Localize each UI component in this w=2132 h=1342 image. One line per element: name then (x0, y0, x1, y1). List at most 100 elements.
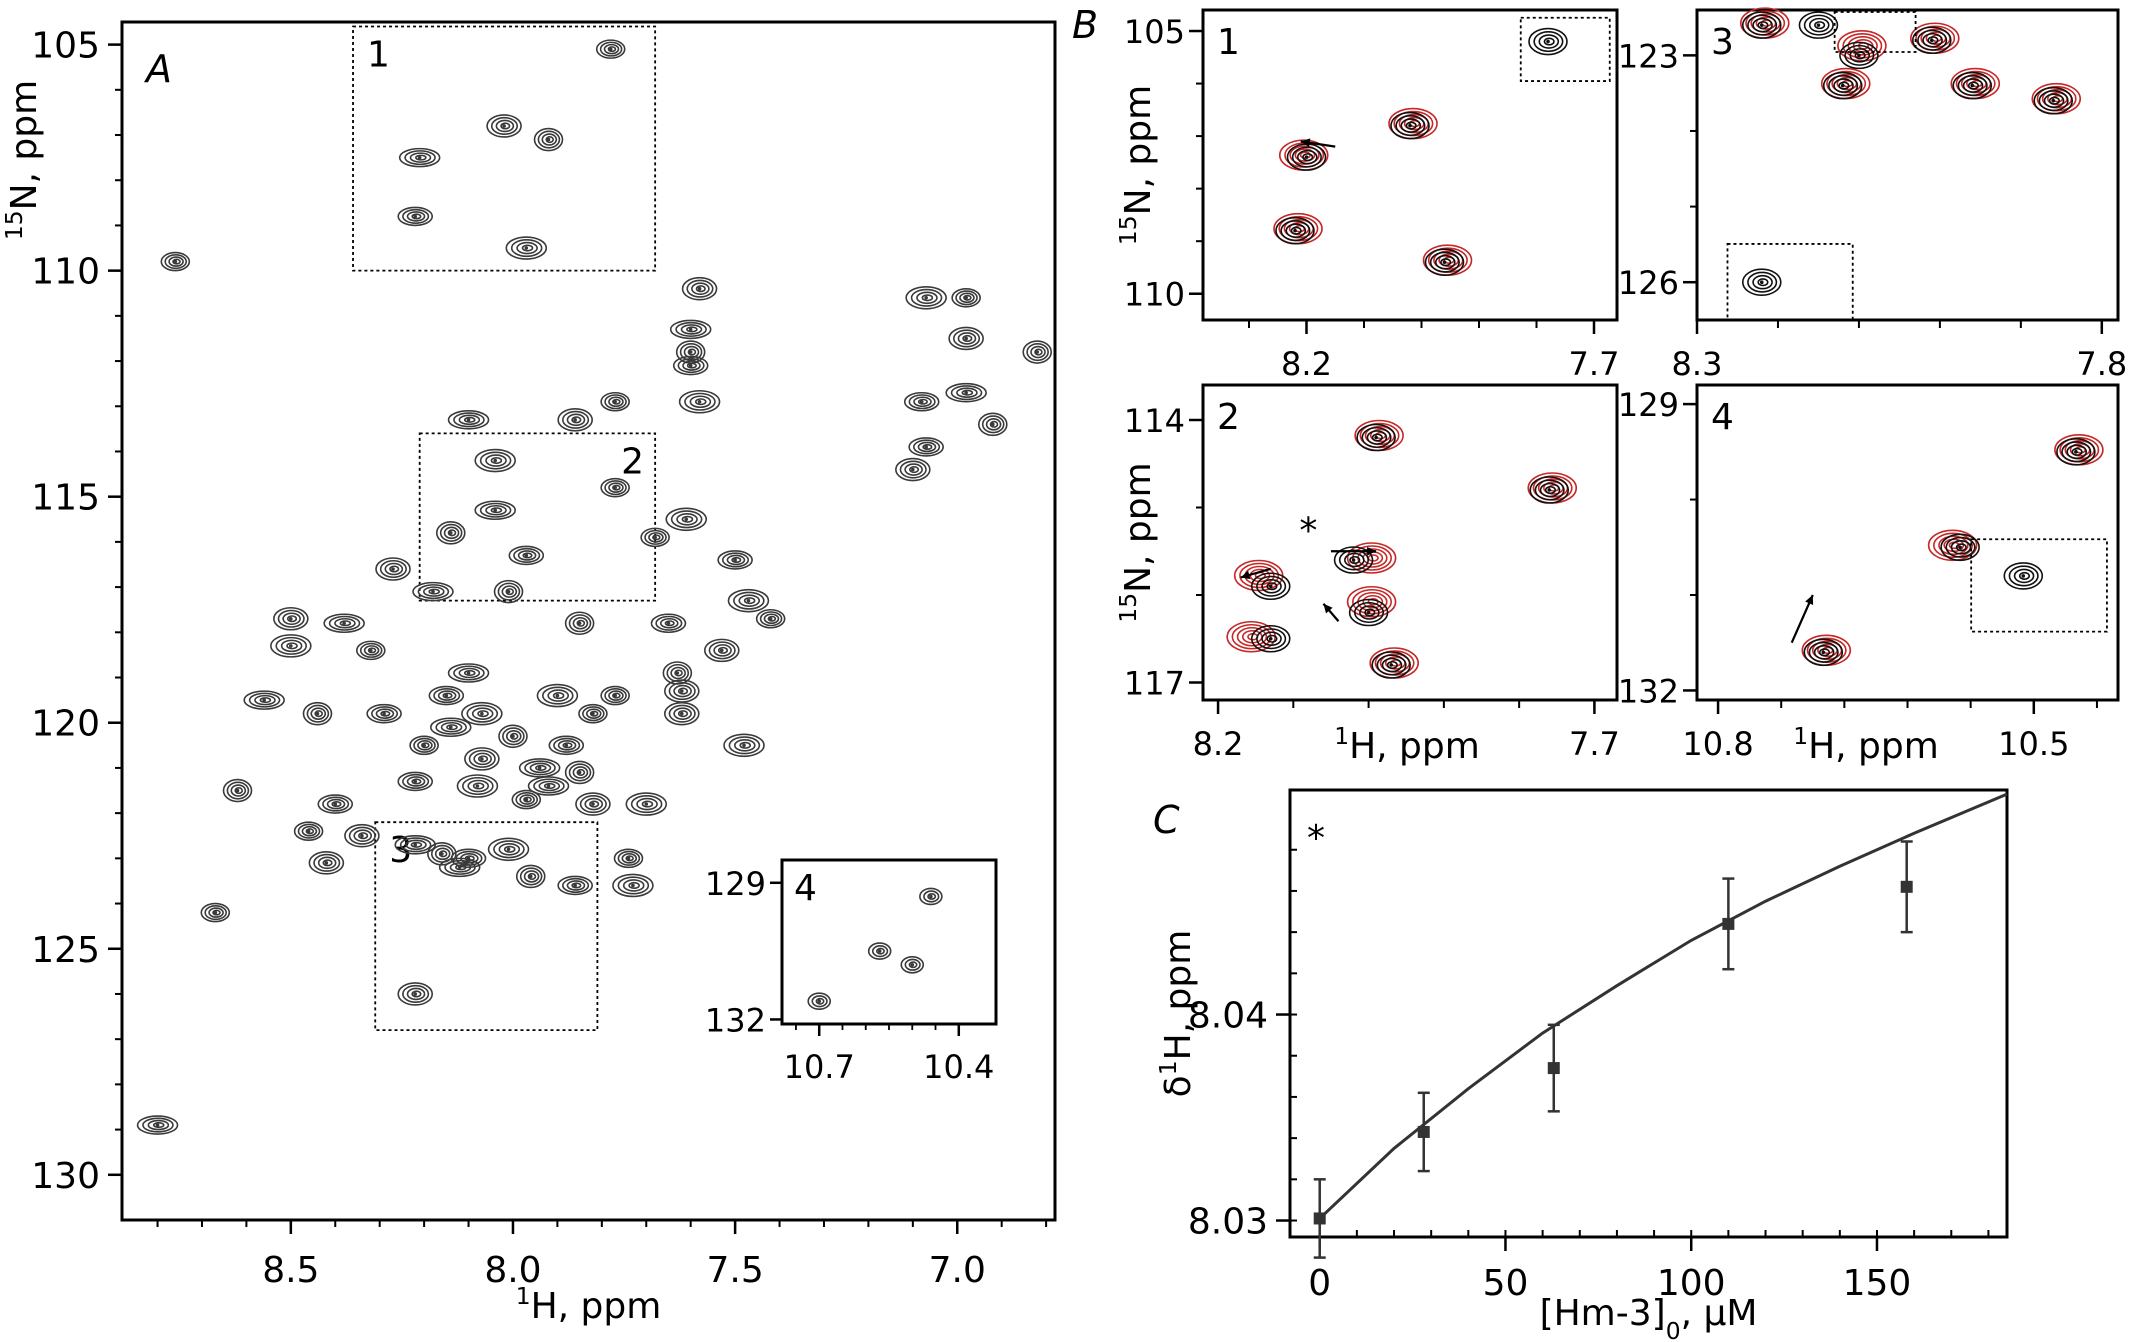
black-peak-contour (1741, 11, 1782, 39)
spectrum-peak-center (733, 558, 737, 562)
spectrum-peak-contour (422, 586, 445, 597)
black-peak (1822, 71, 1863, 100)
spectrum-peak-contour (410, 841, 423, 848)
spectrum-peak-contour (553, 737, 581, 753)
fit-curve (1318, 792, 2008, 1220)
spectrum-peak-contour (952, 329, 981, 348)
spectrum-peak-contour (576, 619, 586, 627)
y-tick-label-part: 105 (31, 26, 100, 67)
spectrum-peak-contour (412, 581, 454, 602)
spectrum-peak-contour (286, 615, 298, 623)
spectrum-peak-contour (152, 1122, 165, 1129)
y-axis-label: 15N, ppm (1114, 85, 1159, 245)
spectrum-peak (505, 236, 548, 260)
spectrum-peak-contour (487, 837, 530, 862)
spectrum-peak-contour (957, 332, 977, 345)
spectrum-peak (243, 690, 285, 710)
spectrum-peak-contour (443, 526, 460, 540)
spectrum-peak-contour (717, 646, 729, 654)
spectrum-peak-center (688, 350, 693, 354)
spectrum-peak-contour (681, 515, 694, 523)
black-peak-contour (1424, 248, 1465, 277)
spectrum-peak-contour (440, 721, 463, 733)
region-box-label-part: 2 (621, 441, 644, 482)
spectrum-peak-contour (641, 800, 654, 808)
red-peak-contour (1927, 529, 1978, 562)
black-peak (1424, 248, 1465, 277)
spectrum-peak (669, 319, 712, 340)
spectrum-peak-contour (576, 768, 586, 776)
y-tick-label-part: 125 (31, 930, 100, 971)
inset-peak-center (877, 949, 882, 953)
spectrum-peak-contour (684, 392, 716, 411)
spectrum-peak-contour (668, 682, 696, 701)
spectrum-peak-center (697, 399, 702, 404)
spectrum-peak-contour (743, 597, 756, 605)
spectrum-peak-contour (366, 703, 402, 724)
spectrum-peak-center (964, 390, 968, 395)
y-tick-label: 110 (31, 252, 100, 293)
black-peak-contour (1539, 482, 1561, 498)
x-tick-label-part: 100 (1657, 1263, 1726, 1304)
shift-arrow-head (1240, 570, 1251, 580)
black-peak-contour (1917, 29, 1948, 51)
spectrum-peak (160, 251, 191, 272)
spectrum-peak-contour (600, 477, 630, 498)
spectrum-peak-contour (536, 683, 579, 708)
black-peak (1390, 111, 1430, 140)
spectrum-peak-contour (472, 782, 485, 790)
spectrum-peak-center (324, 861, 329, 865)
spectrum-peak-contour (686, 362, 697, 369)
spectrum-peak-contour (468, 749, 496, 768)
spectrum-peak-contour (515, 792, 539, 808)
spectrum-peak-contour (406, 987, 426, 1001)
x-tick-label-part: 150 (1843, 1263, 1912, 1304)
spectrum-peak-center (613, 399, 617, 404)
y-tick-label-part: 126 (1618, 264, 1679, 302)
spectrum-peak-contour (585, 708, 602, 719)
black-peak-center (1293, 228, 1297, 233)
spectrum-peak-contour (659, 617, 679, 629)
spectrum-peak (755, 608, 786, 629)
spectrum-peak-center (742, 743, 746, 748)
spectrum-peak-contour (589, 800, 600, 808)
black-peak-contour (1386, 660, 1398, 670)
spectrum-peak-contour (471, 707, 494, 720)
spectrum-peak-contour (437, 690, 457, 701)
inset-peak-contour (807, 992, 832, 1011)
black-peak-contour (1297, 149, 1318, 165)
black-peak-contour (1291, 146, 1322, 168)
y-tick-label: 115 (31, 478, 100, 519)
spectrum-peak-contour (578, 703, 608, 724)
spectrum-peak-contour (413, 737, 436, 753)
red-peak-contour (1837, 30, 1887, 62)
y-tick-label-part: 117 (1124, 665, 1185, 703)
spectrum-peak-center (413, 779, 418, 784)
spectrum-peak-contour (677, 687, 689, 695)
black-peak-center (1929, 38, 1934, 43)
spectrum-peak (557, 408, 593, 432)
black-peak-contour (1747, 14, 1778, 36)
spectrum-peak-center (506, 589, 511, 594)
black-peak (1798, 11, 1839, 39)
spectrum-peak (293, 821, 324, 842)
spectrum-peak-contour (479, 502, 512, 518)
black-peak-center (1547, 488, 1552, 492)
spectrum-peak-contour (280, 639, 303, 653)
spectrum-peak-contour (363, 645, 380, 656)
inset-peak-contour (867, 942, 892, 960)
spectrum-peak-center (675, 671, 680, 675)
spectrum-peak (435, 521, 466, 545)
black-peak-contour (1256, 628, 1287, 650)
spectrum-peak-contour (405, 839, 427, 851)
spectrum-peak-contour (636, 797, 658, 811)
spectrum-peak-contour (708, 641, 736, 660)
black-peak-contour (1911, 26, 1952, 55)
x-tick-label: 50 (1483, 1263, 1529, 1304)
inset-peak-center (929, 894, 933, 899)
black-peak-contour (1927, 36, 1939, 45)
spectrum-peak (575, 792, 611, 816)
spectrum-peak-contour (379, 559, 407, 579)
spectrum-peak-contour (344, 823, 380, 848)
